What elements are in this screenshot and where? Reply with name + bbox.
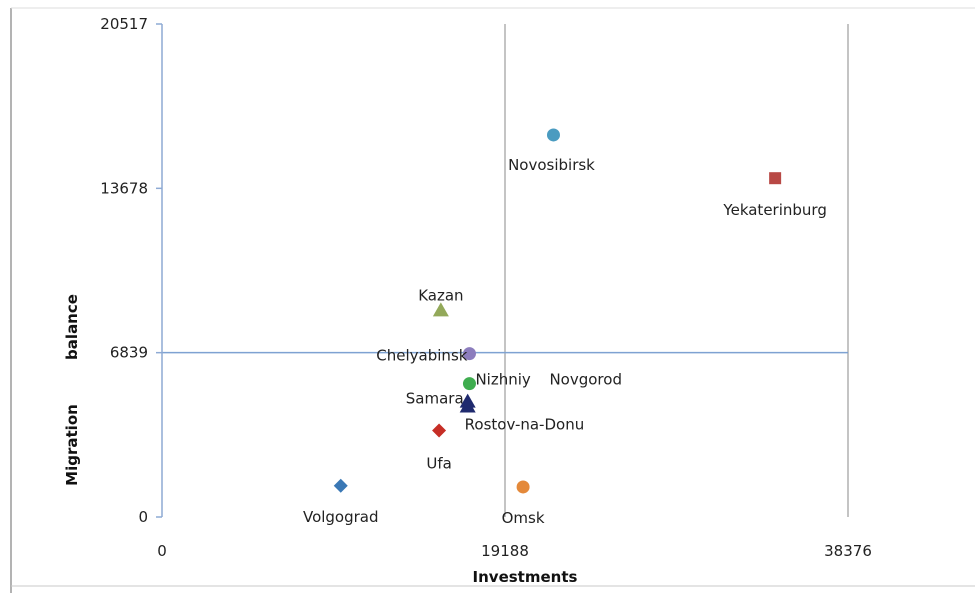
point-yekaterinburg	[769, 172, 782, 185]
label-volgograd: Volgograd	[303, 508, 379, 526]
y-tick-label: 13678	[100, 179, 148, 197]
y-tick-label: 20517	[100, 15, 148, 33]
label-kazan: Kazan	[418, 286, 463, 304]
y-axis-title-part: balance	[63, 294, 81, 360]
y-axis-title-part: Migration	[63, 404, 81, 486]
label-ufa: Ufa	[426, 454, 451, 472]
label-yekaterinburg: Yekaterinburg	[722, 201, 826, 219]
x-axis-title: Investments	[473, 568, 578, 586]
point-volgograd	[333, 478, 348, 493]
point-omsk	[516, 480, 530, 494]
point-chelyabinsk	[462, 347, 476, 361]
label-samara: Samara	[406, 390, 464, 408]
label-chelyabinsk: Chelyabinsk	[376, 347, 467, 365]
point-kazan	[432, 302, 449, 317]
point-nizhniy-novgorod	[462, 377, 476, 391]
label-nizhniy-novgorod: Novgorod	[549, 371, 622, 389]
label-novosibirsk: Novosibirsk	[508, 156, 595, 174]
y-tick-label: 0	[138, 508, 148, 526]
x-tick-label: 38376	[824, 542, 872, 560]
y-tick-label: 6839	[110, 344, 148, 362]
point-rostov-na-donu	[459, 398, 476, 413]
x-tick-label: 0	[157, 542, 167, 560]
point-novosibirsk	[546, 128, 560, 142]
x-tick-label: 19188	[481, 542, 529, 560]
label-nizhniy-novgorod: Nizhniy	[475, 371, 530, 389]
point-ufa	[432, 423, 447, 438]
label-rostov-na-donu: Rostov-na-Donu	[465, 415, 585, 433]
label-omsk: Omsk	[502, 509, 545, 527]
